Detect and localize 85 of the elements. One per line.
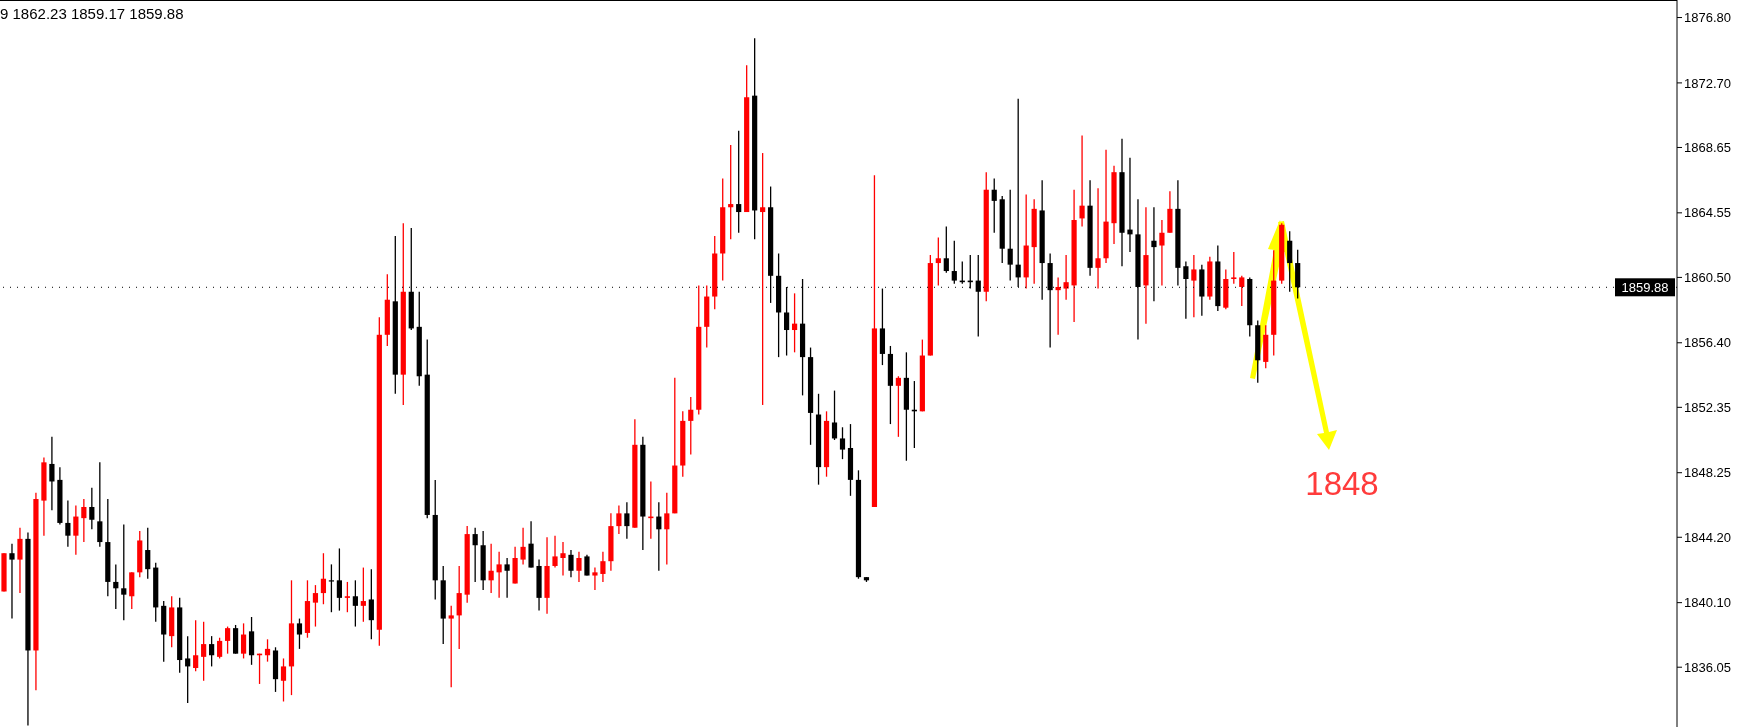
candlestick <box>193 619 199 672</box>
candlestick <box>1231 251 1237 285</box>
candlestick <box>584 554 590 577</box>
candlestick <box>568 549 574 578</box>
candlestick <box>280 657 287 703</box>
candlestick <box>496 550 502 599</box>
y-tick-label: 1872.70 <box>1684 75 1731 91</box>
candlestick <box>81 498 87 543</box>
candlestick <box>1127 157 1133 253</box>
candlestick <box>616 504 622 535</box>
candlestick <box>225 625 231 655</box>
candlestick <box>368 568 374 640</box>
candlestick <box>121 523 127 621</box>
candlestick <box>552 535 558 569</box>
candlestick <box>1063 254 1069 301</box>
candlestick <box>1167 190 1173 234</box>
candlestick <box>1095 187 1101 290</box>
candlestick <box>113 563 119 610</box>
y-tick-label: 1852.35 <box>1684 399 1731 415</box>
ref-line-label: 1859.88 <box>1621 280 1669 296</box>
candlestick <box>528 520 534 569</box>
candlestick <box>129 571 135 610</box>
candlestick <box>209 635 215 668</box>
candlestick <box>1239 275 1245 307</box>
candlestick <box>352 579 358 628</box>
candlestick <box>320 552 327 605</box>
candlestick <box>951 240 957 285</box>
candlestick <box>791 292 798 353</box>
candlestick <box>504 557 510 599</box>
y-tick-label: 1836.05 <box>1684 659 1731 675</box>
candlestick <box>839 426 846 460</box>
candlestick <box>991 177 997 234</box>
annotation: 9 1862.23 1859.17 1859.88 <box>0 5 184 22</box>
candlestick <box>248 616 255 666</box>
candlestick <box>576 550 582 583</box>
candlestick <box>760 152 766 406</box>
candlestick <box>664 491 670 566</box>
y-tick-label: 1860.50 <box>1684 270 1731 286</box>
candlestick <box>592 566 598 591</box>
candlestick <box>240 622 247 660</box>
candlestick <box>600 550 606 583</box>
candlestick <box>736 130 742 234</box>
candlestick <box>688 396 694 456</box>
y-tick-label: 1876.80 <box>1684 10 1731 26</box>
y-tick-label: 1868.65 <box>1684 140 1731 156</box>
y-tick-label: 1840.10 <box>1684 595 1731 611</box>
candlestick <box>296 617 303 650</box>
annotation: 1848 <box>1305 465 1379 502</box>
candlestick <box>560 541 566 577</box>
candlestick <box>201 621 207 682</box>
candlestick <box>312 584 319 628</box>
candlestick <box>344 581 350 613</box>
y-tick-label: 1844.20 <box>1684 529 1731 545</box>
candlestick <box>1007 189 1013 282</box>
candlestick <box>488 543 494 594</box>
y-tick-label: 1848.25 <box>1684 465 1731 481</box>
candlestick <box>73 504 79 556</box>
candlestick <box>145 527 151 580</box>
candlestick <box>1191 254 1197 318</box>
candlestick <box>17 527 23 594</box>
candlestick <box>895 375 901 438</box>
candlestick <box>448 605 454 688</box>
candlestick <box>943 225 949 274</box>
candlestick <box>360 566 366 623</box>
candlestick <box>456 565 462 650</box>
candlestick <box>935 236 941 287</box>
y-tick-label: 1864.55 <box>1684 205 1731 221</box>
candlestick <box>1079 134 1085 228</box>
candlestick <box>217 637 223 660</box>
candlestick <box>831 389 838 441</box>
candlestick <box>264 638 271 663</box>
candlestick <box>65 499 71 548</box>
candlestick <box>9 543 15 620</box>
candlestick <box>624 501 630 540</box>
candlestick <box>97 461 103 548</box>
candlestick <box>89 487 95 530</box>
candlestick <box>1159 219 1165 287</box>
candlestick <box>336 547 342 612</box>
y-tick-label: 1856.40 <box>1684 335 1731 351</box>
candlestick <box>520 527 526 566</box>
candlestick <box>328 563 335 613</box>
candlestick <box>185 635 191 704</box>
candlestick <box>472 527 478 583</box>
candlestick <box>656 501 662 572</box>
candlestick <box>49 436 55 511</box>
